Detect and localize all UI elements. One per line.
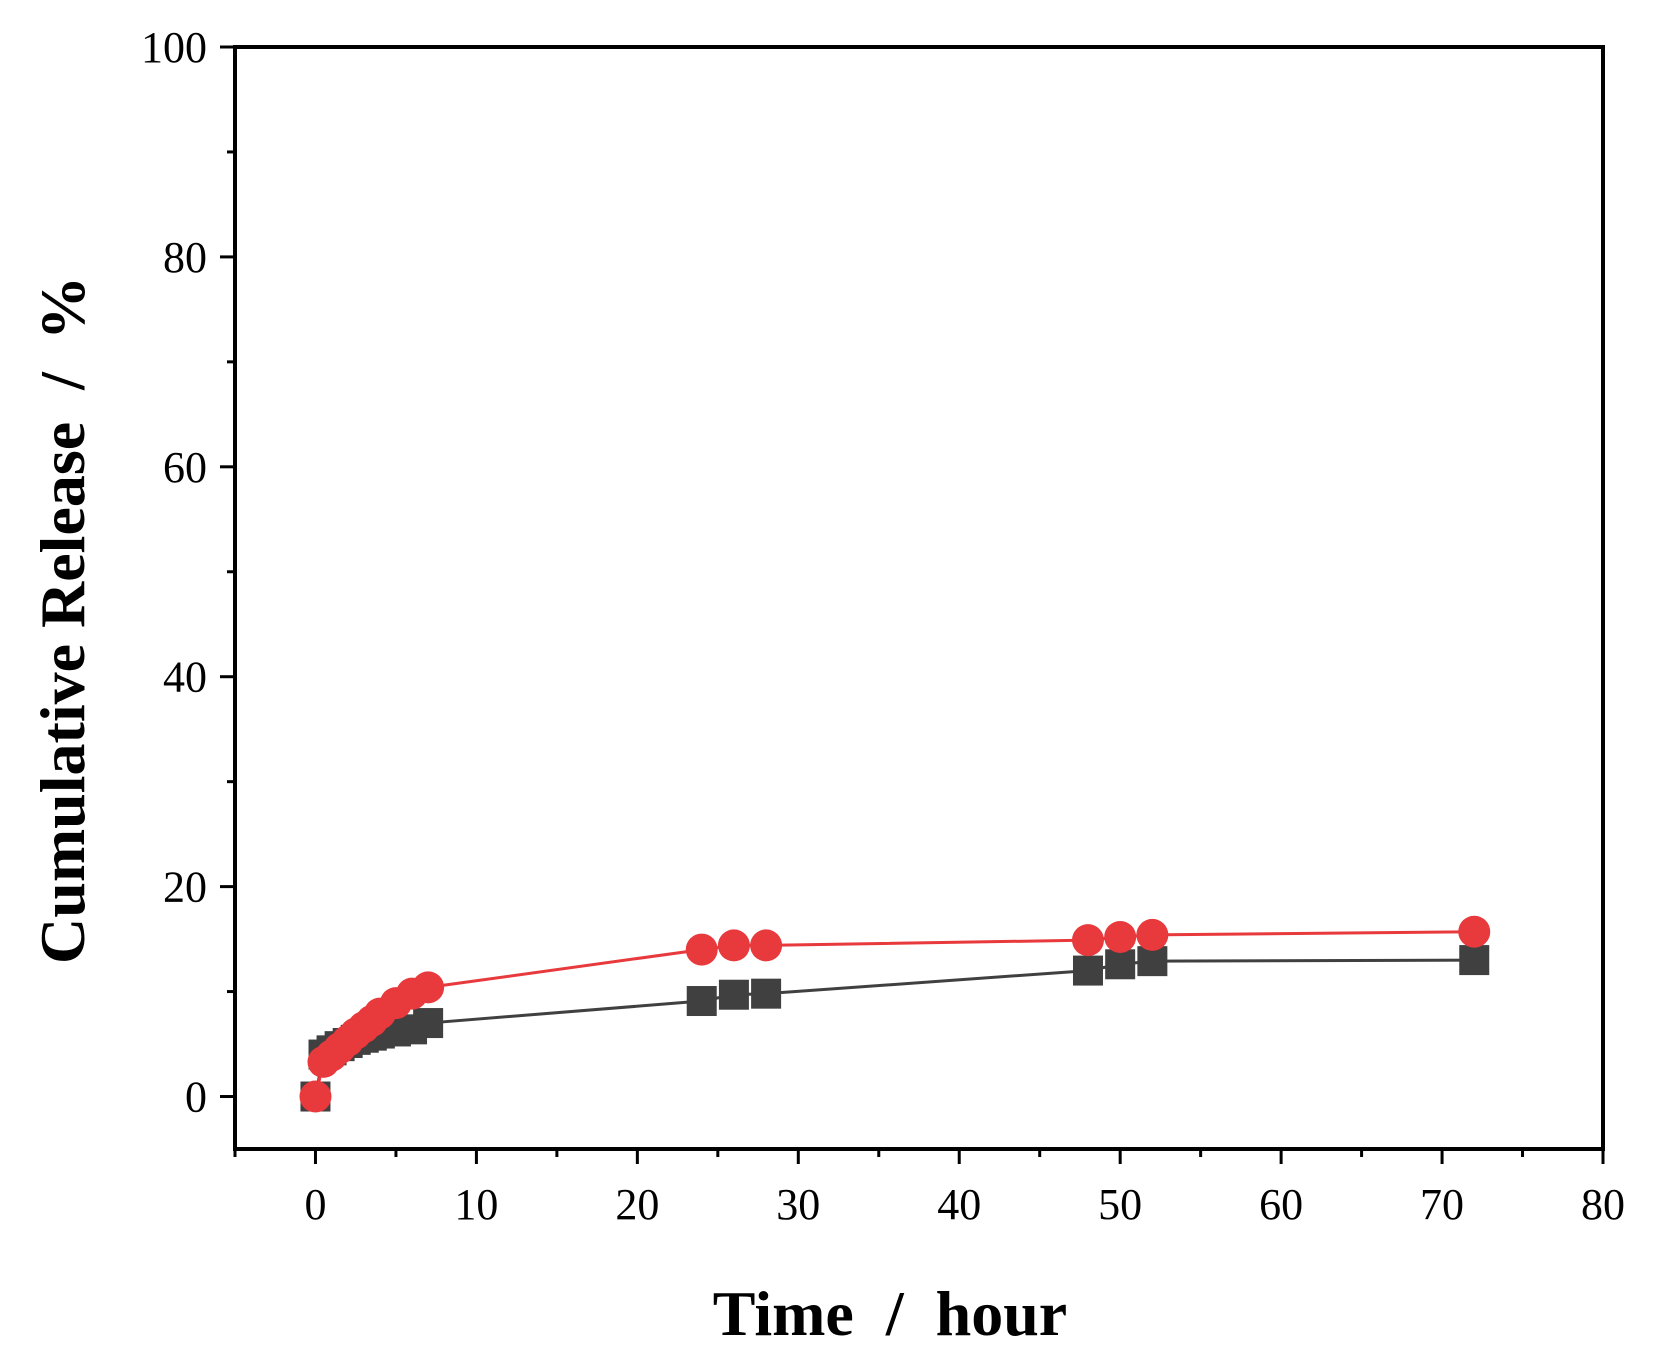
data-point-square [686, 986, 717, 1017]
data-point-square [751, 978, 782, 1009]
data-point-circle [750, 929, 783, 962]
data-point-square [413, 1008, 444, 1039]
data-point-circle [412, 971, 445, 1004]
data-point-circle [299, 1080, 332, 1113]
series-line [313, 958, 1475, 1097]
x-tick-label: 70 [1420, 1180, 1464, 1229]
x-tick-label: 30 [776, 1180, 820, 1229]
x-tick-label: 0 [304, 1180, 326, 1229]
data-point-circle [685, 933, 718, 966]
y-tick-label: 60 [163, 443, 207, 492]
series-1 [300, 945, 1490, 1112]
x-tick-label: 80 [1581, 1180, 1625, 1229]
data-point-square [1459, 945, 1490, 976]
x-tick-label: 20 [615, 1180, 659, 1229]
series-line [314, 930, 1475, 1097]
x-axis-title: Time / hour [713, 1278, 1067, 1349]
y-tick-label: 20 [163, 863, 207, 912]
data-point-circle [1458, 915, 1491, 948]
y-tick-label: 100 [141, 23, 207, 72]
data-point-square [1105, 949, 1136, 980]
data-point-square [1072, 955, 1103, 986]
y-tick-label: 80 [163, 233, 207, 282]
plot-frame [233, 45, 1605, 1151]
y-tick-label: 40 [163, 653, 207, 702]
data-point-circle [1136, 918, 1169, 951]
y-axis-title: Cumulative Release / % [27, 276, 98, 964]
x-tick-label: 50 [1098, 1180, 1142, 1229]
x-tick-label: 40 [937, 1180, 981, 1229]
x-tick-label: 10 [454, 1180, 498, 1229]
data-point-square [718, 979, 749, 1010]
series-layer [299, 915, 1491, 1113]
data-point-circle [1071, 924, 1104, 957]
x-tick-label: 60 [1259, 1180, 1303, 1229]
ticks-layer: 0 10 20 30 40 50 60 70 80 0 20 40 60 80 100 [141, 23, 1625, 1229]
data-point-circle [1104, 920, 1137, 953]
y-tick-label: 0 [185, 1073, 207, 1122]
data-point-circle [717, 929, 750, 962]
series-2 [299, 915, 1491, 1113]
data-point-square [1137, 946, 1168, 977]
